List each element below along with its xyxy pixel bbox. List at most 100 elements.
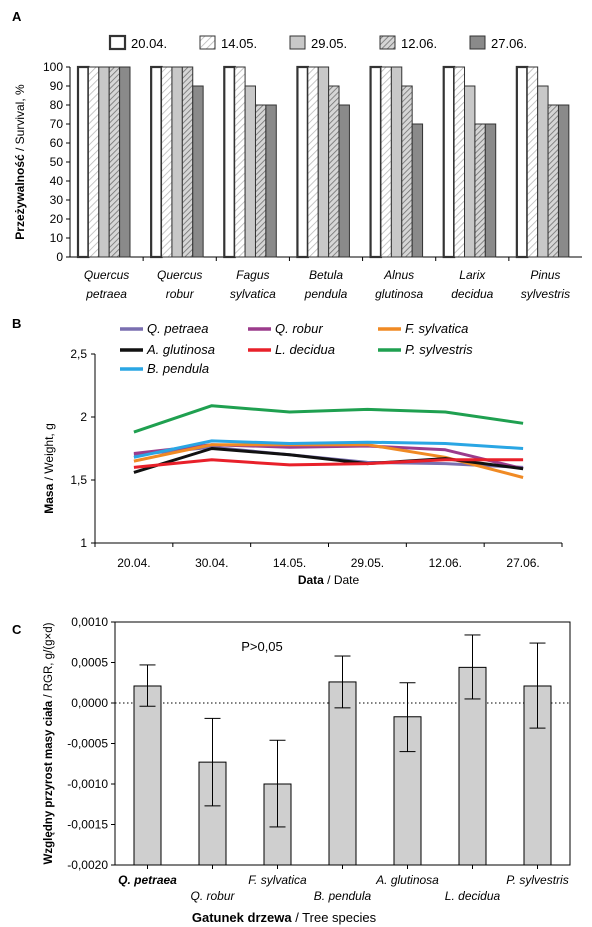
series-line bbox=[133, 458, 524, 469]
y-tick-label: 0 bbox=[56, 250, 63, 264]
category-label: glutinosa bbox=[375, 287, 423, 301]
category-label: Quercus bbox=[157, 268, 202, 282]
rgr-bar-chart: -0,0020 -0,0015 -0,0010 -0,0005 0,0000 0,0005… bbox=[43, 615, 571, 925]
category-label: decidua bbox=[451, 287, 493, 301]
y-tick-label: 2 bbox=[80, 410, 87, 424]
legend-swatch bbox=[199, 35, 216, 50]
y-tick-label: 90 bbox=[50, 79, 64, 93]
legend-label: F. sylvatica bbox=[405, 321, 468, 336]
category-label: sylvatica bbox=[230, 287, 276, 301]
y-tick-label: 0,0010 bbox=[71, 615, 108, 629]
x-tick-label: 12.06. bbox=[429, 556, 462, 570]
bar bbox=[254, 104, 267, 258]
category-label: P. sylvestris bbox=[506, 873, 568, 887]
y-tick-label: 10 bbox=[50, 231, 64, 245]
y-axis-title-bold: Względny przyrost masy ciała bbox=[43, 700, 55, 864]
y-axis-title-bold: Przeżywalność bbox=[13, 154, 27, 240]
category-label: Q. robur bbox=[190, 889, 235, 903]
y-tick-label: 0,0005 bbox=[71, 656, 108, 670]
bar bbox=[484, 123, 497, 258]
bar bbox=[108, 66, 121, 258]
y-tick-label: 100 bbox=[43, 60, 63, 74]
y-axis-title-rest: / Weight, g bbox=[42, 423, 56, 483]
series-line bbox=[133, 439, 524, 459]
x-tick-label: 27.06. bbox=[506, 556, 539, 570]
x-axis-title-bold: Data bbox=[298, 573, 324, 587]
bar bbox=[526, 66, 539, 258]
x-axis-title-rest: / Tree species bbox=[292, 910, 377, 925]
legend-label: L. decidua bbox=[275, 342, 335, 357]
bar bbox=[515, 65, 529, 259]
y-tick-label: 40 bbox=[50, 174, 64, 188]
bar bbox=[133, 685, 162, 866]
weight-line-chart: Q. petraea Q. robur F. sylvatica A. glutino… bbox=[42, 321, 563, 587]
x-tick-label: 29.05. bbox=[351, 556, 384, 570]
bar bbox=[244, 85, 256, 258]
series-line bbox=[133, 404, 524, 434]
legend-swatch bbox=[379, 35, 396, 50]
category-label: Larix bbox=[459, 268, 486, 282]
legend-label: 29.05. bbox=[311, 36, 347, 51]
legend-label: 27.06. bbox=[491, 36, 527, 51]
y-axis-title-rest: / RGR, g/(g×d) bbox=[43, 622, 55, 700]
bar bbox=[537, 85, 549, 258]
y-tick-label: 20 bbox=[50, 212, 64, 226]
category-label: Q. petraea bbox=[118, 873, 177, 887]
bar bbox=[223, 65, 236, 259]
legend-label: 12.06. bbox=[401, 36, 437, 51]
x-tick-label: 30.04. bbox=[195, 556, 228, 570]
bar bbox=[474, 123, 486, 258]
y-axis-title-bold: Masa bbox=[42, 483, 56, 513]
bar bbox=[119, 66, 131, 258]
category-label: L. decidua bbox=[445, 889, 501, 903]
panel-label-c: C bbox=[12, 622, 22, 637]
category-label: pendula bbox=[304, 287, 348, 301]
legend-label: B. pendula bbox=[147, 361, 209, 376]
bar bbox=[171, 66, 183, 258]
category-label: petraea bbox=[85, 287, 127, 301]
legend-label: 20.04. bbox=[131, 36, 167, 51]
category-label: A. glutinosa bbox=[375, 873, 439, 887]
annotation: P>0,05 bbox=[241, 639, 283, 654]
legend-label: P. sylvestris bbox=[405, 342, 473, 357]
x-axis-title-bold: Gatunek drzewa bbox=[192, 910, 292, 925]
category-label: Quercus bbox=[84, 268, 129, 282]
bar bbox=[453, 66, 466, 258]
y-axis-title: Przeżywalność / Survival, % bbox=[13, 84, 27, 240]
y-tick-label: -0,0020 bbox=[67, 858, 108, 872]
y-tick-label: 1 bbox=[80, 536, 87, 550]
bar bbox=[76, 65, 90, 259]
legend-swatch bbox=[108, 34, 127, 51]
bar bbox=[390, 66, 403, 258]
legend-swatch bbox=[469, 35, 486, 50]
legend-label: 14.05. bbox=[221, 36, 257, 51]
y-tick-label: -0,0015 bbox=[67, 818, 108, 832]
category-label: B. pendula bbox=[314, 889, 372, 903]
bar bbox=[234, 66, 246, 258]
y-tick-label: -0,0005 bbox=[67, 737, 108, 751]
bar bbox=[150, 65, 163, 259]
category-label: robur bbox=[166, 287, 195, 301]
bar bbox=[338, 104, 350, 258]
category-label: Betula bbox=[309, 268, 343, 282]
y-tick-label: -0,0010 bbox=[67, 777, 108, 791]
x-tick-label: 20.04. bbox=[117, 556, 150, 570]
bar bbox=[161, 66, 173, 258]
bar bbox=[307, 66, 319, 258]
x-axis-title-rest: / Date bbox=[324, 573, 360, 587]
bar bbox=[411, 123, 424, 258]
y-tick-label: 2,5 bbox=[70, 347, 87, 361]
y-tick-label: 70 bbox=[50, 117, 64, 131]
bar bbox=[369, 65, 383, 259]
panel-label-b: B bbox=[12, 316, 21, 331]
bar bbox=[458, 666, 487, 866]
y-tick-label: 30 bbox=[50, 193, 64, 207]
y-tick-label: 0,0000 bbox=[71, 696, 108, 710]
y-tick-label: 50 bbox=[50, 155, 64, 169]
bar bbox=[380, 66, 392, 258]
bar bbox=[464, 85, 476, 258]
category-label: sylvestris bbox=[521, 287, 570, 301]
bar bbox=[265, 104, 277, 258]
category-label: Pinus bbox=[530, 268, 560, 282]
